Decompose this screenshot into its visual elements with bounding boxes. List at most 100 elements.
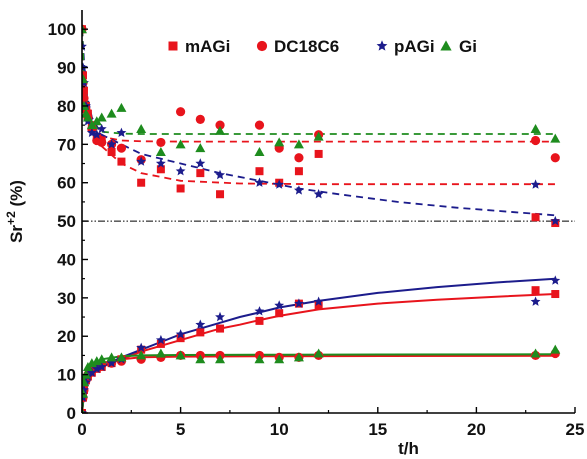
x-tick-label-15: 15 xyxy=(368,420,387,439)
y-tick-label-90: 90 xyxy=(57,59,76,78)
data-point-gi-desorption-10 xyxy=(136,123,147,133)
data-point-pagi-uptake-7 xyxy=(96,361,107,372)
data-point-magi-desorption-2 xyxy=(82,86,88,95)
legend-marker-pagi xyxy=(376,40,388,51)
data-point-pagi-uptake-13 xyxy=(195,319,206,329)
data-point-magi-desorption-17 xyxy=(294,167,303,176)
data-point-gi-uptake-13 xyxy=(195,354,206,364)
data-point-pagi-desorption-10 xyxy=(136,156,147,166)
data-point-gi-desorption-5 xyxy=(86,120,97,130)
data-point-magi-desorption-11 xyxy=(156,165,165,174)
x-axis-title: t/h xyxy=(398,439,419,458)
data-point-gi-desorption-1 xyxy=(82,74,88,84)
legend-label-pagi: pAGi xyxy=(394,37,435,56)
data-point-dc18c6-desorption-14 xyxy=(215,120,225,130)
data-point-gi-desorption-15 xyxy=(254,147,265,157)
data-point-magi-desorption-13 xyxy=(196,169,205,178)
legend-marker-gi xyxy=(440,40,452,51)
data-point-dc18c6-desorption-17 xyxy=(294,153,304,163)
data-point-gi-uptake-8 xyxy=(106,352,117,362)
data-point-magi-uptake-13 xyxy=(196,328,205,337)
data-point-gi-desorption-18 xyxy=(313,131,324,141)
data-point-magi-uptake-20 xyxy=(551,290,560,299)
x-tick-label-25: 25 xyxy=(566,420,585,439)
y-tick-label-20: 20 xyxy=(57,327,76,346)
data-point-gi-uptake-20 xyxy=(550,344,561,354)
data-point-pagi-uptake-15 xyxy=(254,306,265,316)
data-point-magi-desorption-8 xyxy=(107,148,116,157)
data-point-gi-uptake-15 xyxy=(254,354,265,364)
data-point-gi-uptake-12 xyxy=(175,350,186,360)
data-point-pagi-uptake-11 xyxy=(155,334,166,345)
data-point-magi-desorption-15 xyxy=(255,167,264,176)
data-point-magi-desorption-9 xyxy=(117,157,126,166)
data-point-gi-desorption-19 xyxy=(530,123,541,133)
y-tick-label-100: 100 xyxy=(48,20,76,39)
y-tick-label-10: 10 xyxy=(57,366,76,385)
data-point-dc18c6-desorption-11 xyxy=(156,137,166,148)
y-axis-title-sup: +2 xyxy=(4,211,18,225)
data-point-pagi-desorption-16 xyxy=(274,179,285,189)
data-point-gi-desorption-4 xyxy=(82,112,93,122)
data-point-gi-desorption-14 xyxy=(215,125,226,135)
data-point-magi-uptake-16 xyxy=(275,309,284,318)
data-point-pagi-desorption-6 xyxy=(91,129,102,139)
x-tick-label-5: 5 xyxy=(176,420,185,439)
data-point-pagi-uptake-16 xyxy=(274,300,285,310)
data-point-pagi-desorption-11 xyxy=(155,158,166,168)
data-point-dc18c6-desorption-2 xyxy=(82,93,89,103)
data-point-magi-desorption-18 xyxy=(314,149,323,158)
data-point-pagi-uptake-12 xyxy=(175,329,186,339)
data-point-gi-uptake-16 xyxy=(274,354,285,364)
x-tick-label-0: 0 xyxy=(77,420,86,439)
data-point-dc18c6-desorption-7 xyxy=(97,137,107,148)
legend-label-gi: Gi xyxy=(459,37,477,56)
data-point-pagi-uptake-8 xyxy=(106,357,117,368)
data-point-magi-uptake-11 xyxy=(156,339,165,348)
data-point-gi-uptake-18 xyxy=(313,348,324,358)
data-point-pagi-desorption-14 xyxy=(215,169,225,180)
y-axis-title: Sr+2 (%) xyxy=(4,180,26,243)
data-point-dc18c6-desorption-19 xyxy=(530,135,541,146)
y-tick-label-70: 70 xyxy=(57,135,76,154)
x-tick-label-20: 20 xyxy=(467,420,486,439)
data-point-gi-desorption-16 xyxy=(274,137,285,147)
data-point-gi-uptake-2 xyxy=(82,377,89,387)
data-point-dc18c6-desorption-12 xyxy=(176,107,186,117)
data-point-pagi-uptake-14 xyxy=(215,311,225,322)
data-point-gi-desorption-8 xyxy=(106,108,117,118)
y-tick-label-40: 40 xyxy=(57,250,76,269)
data-point-gi-desorption-6 xyxy=(91,116,102,126)
data-point-magi-desorption-1 xyxy=(82,71,87,80)
data-point-pagi-uptake-19 xyxy=(530,296,541,306)
legend-label-magi: mAGi xyxy=(185,37,230,56)
data-point-gi-uptake-11 xyxy=(155,348,166,358)
data-point-pagi-desorption-19 xyxy=(530,179,541,189)
data-point-gi-desorption-20 xyxy=(550,133,561,143)
data-point-gi-uptake-14 xyxy=(215,354,226,364)
legend-marker-dc18c6 xyxy=(256,40,268,52)
data-point-pagi-desorption-7 xyxy=(96,123,107,134)
data-point-gi-desorption-9 xyxy=(116,102,127,112)
data-point-pagi-uptake-18 xyxy=(313,296,324,306)
data-point-magi-uptake-12 xyxy=(176,334,185,343)
data-point-pagi-desorption-8 xyxy=(106,139,117,149)
data-point-gi-desorption-7 xyxy=(96,112,107,122)
legend-label-dc18c6: DC18C6 xyxy=(274,37,339,56)
data-point-pagi-desorption-9 xyxy=(116,127,127,137)
data-point-magi-desorption-10 xyxy=(137,178,146,187)
data-point-pagi-desorption-15 xyxy=(254,177,265,187)
data-point-magi-uptake-15 xyxy=(255,316,264,325)
y-tick-label-30: 30 xyxy=(57,289,76,308)
y-axis-title-unit: (%) xyxy=(7,180,26,211)
data-point-gi-uptake-7 xyxy=(96,354,107,364)
data-point-pagi-desorption-20 xyxy=(550,215,561,226)
data-point-dc18c6-desorption-13 xyxy=(195,114,205,124)
legend-marker-magi xyxy=(168,41,178,51)
data-point-magi-desorption-12 xyxy=(176,184,185,193)
data-point-magi-desorption-14 xyxy=(216,190,225,199)
data-point-gi-desorption-17 xyxy=(293,139,304,149)
data-point-gi-uptake-10 xyxy=(136,350,147,360)
